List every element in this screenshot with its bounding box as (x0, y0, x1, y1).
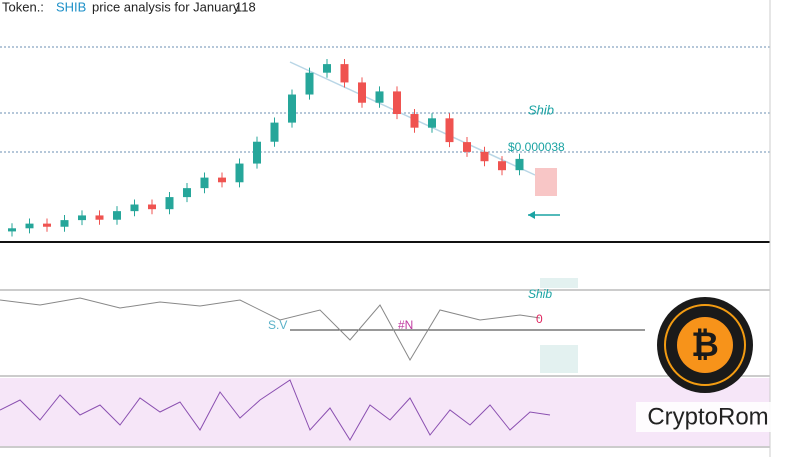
candle-body (288, 94, 296, 123)
title-prefix: Token.: (2, 0, 44, 14)
logo-coin (677, 317, 733, 373)
annotation: S.V (268, 318, 287, 332)
rsi-line (0, 379, 551, 441)
brand-backdrop (636, 402, 780, 432)
candle-body (218, 177, 226, 183)
candle-body (375, 91, 384, 103)
title-text: price analysis for January (92, 0, 240, 14)
candle-body (113, 211, 121, 220)
candle-body (358, 82, 366, 103)
candle-body (498, 161, 506, 171)
osc-line (0, 297, 541, 362)
logo-ring (664, 304, 746, 386)
title-number: 118 (235, 0, 256, 14)
annotation: 0 (536, 312, 543, 326)
candle-body (305, 72, 314, 95)
candle-body (200, 177, 209, 189)
logo-symbol: ₿ (691, 326, 719, 364)
volume-box (540, 278, 578, 288)
candle-body (130, 204, 139, 212)
candle-body (95, 215, 104, 220)
candle-body (235, 163, 244, 183)
annotation: $0.000038 (508, 140, 565, 154)
title-ticker: SHIB (56, 0, 86, 14)
candle-body (463, 142, 471, 152)
candle-body (410, 114, 419, 128)
projection-box (535, 168, 557, 196)
annotation: #N (398, 318, 413, 332)
candle-body (60, 220, 69, 227)
candle-body (445, 118, 454, 143)
brand: CryptoRom (647, 403, 768, 430)
annotation: Shib (528, 102, 554, 117)
candle-body (480, 151, 489, 162)
candle-body (393, 91, 401, 115)
osc-box (540, 345, 578, 373)
candle-body (428, 118, 436, 128)
candle-body (148, 204, 156, 210)
candle-body (8, 228, 16, 232)
candle-body (78, 215, 86, 221)
candle-body (270, 122, 279, 142)
candle-body (25, 223, 34, 229)
annotation: Shib (528, 287, 552, 301)
candle-body (340, 64, 349, 83)
arrow-head (528, 211, 535, 219)
candle-body (515, 158, 524, 171)
candle-body (43, 223, 51, 227)
candle-body (323, 64, 331, 73)
candle-body (183, 188, 191, 198)
candle-body (165, 197, 174, 210)
candle-body (253, 141, 261, 164)
